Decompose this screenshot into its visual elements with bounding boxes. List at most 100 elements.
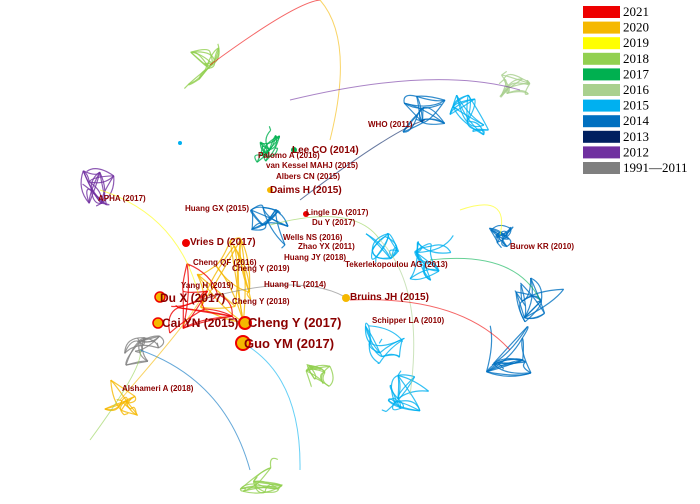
edge: [368, 342, 380, 364]
edge: [229, 237, 242, 242]
node-label: Palomo A (2016): [258, 151, 320, 160]
edge: [88, 171, 101, 204]
edge: [388, 249, 398, 258]
legend-label: 2019: [623, 35, 649, 50]
legend-label: 2016: [623, 82, 650, 97]
edge: [259, 141, 270, 151]
legend-swatch: [583, 162, 620, 174]
edge: [253, 481, 283, 487]
edge: [99, 189, 201, 301]
edge: [116, 399, 123, 402]
edge: [124, 344, 159, 354]
edge: [213, 47, 220, 61]
edge: [526, 79, 531, 84]
edge: [121, 396, 129, 404]
legend-label: 1991—2011: [623, 160, 688, 175]
edge: [365, 233, 392, 259]
edge: [254, 154, 264, 163]
edge: [416, 106, 425, 117]
edge: [328, 366, 334, 387]
edge: [414, 251, 427, 263]
edge: [415, 118, 421, 122]
edge: [466, 121, 485, 128]
edge: [519, 282, 545, 314]
node-label: Huang TL (2014): [264, 280, 326, 289]
edge: [135, 335, 161, 352]
edge: [124, 337, 144, 354]
node: [178, 141, 182, 145]
node-label: Vries D (2017): [190, 237, 256, 248]
edge: [497, 358, 526, 364]
edge: [524, 300, 542, 323]
node-label: Huang JY (2018): [284, 253, 346, 262]
edge: [262, 207, 289, 227]
edge: [99, 171, 106, 204]
edge: [493, 326, 528, 365]
edge: [371, 235, 386, 251]
edge: [251, 224, 267, 231]
edge: [319, 0, 341, 141]
edge: [199, 284, 351, 301]
edge: [397, 370, 402, 376]
edge: [429, 257, 541, 301]
edge: [110, 379, 136, 397]
edge: [209, 0, 321, 66]
edge: [233, 245, 239, 307]
edge: [490, 229, 510, 240]
edge: [387, 398, 401, 409]
node-label: van Kessel MAHJ (2015): [266, 161, 358, 170]
edge: [452, 106, 484, 136]
edge: [522, 361, 532, 374]
edge: [190, 51, 210, 69]
edge: [403, 94, 417, 104]
edge: [486, 362, 499, 373]
edge: [449, 98, 476, 116]
edge: [127, 397, 132, 404]
legend-swatch: [583, 130, 620, 143]
node-label: Tekerlekopoulou AG (2013): [345, 260, 448, 269]
node-label: Du Y (2017): [312, 218, 356, 227]
node: [182, 239, 190, 247]
edges: [80, 0, 565, 494]
edge: [86, 168, 115, 177]
node-label: Bruins JH (2015): [350, 292, 429, 303]
edge: [252, 467, 272, 482]
edge: [371, 233, 389, 251]
edge: [467, 121, 485, 135]
legend-swatch: [583, 84, 620, 96]
edge: [269, 457, 279, 468]
edge: [268, 126, 272, 131]
edge: [466, 121, 489, 131]
edge: [240, 238, 251, 293]
legend-label: 2015: [623, 98, 649, 113]
edge: [496, 228, 512, 237]
node: [154, 291, 166, 303]
edge: [262, 135, 281, 157]
edge: [453, 106, 459, 110]
edge: [425, 261, 430, 266]
edge: [196, 274, 205, 308]
edge: [409, 242, 419, 280]
edge: [251, 222, 263, 230]
edge: [269, 216, 381, 241]
edge: [125, 360, 148, 366]
edge: [381, 409, 387, 413]
edge: [521, 325, 529, 339]
edge: [262, 207, 286, 246]
edge: [139, 349, 251, 471]
legend-swatch: [583, 146, 620, 159]
edge: [386, 232, 398, 251]
edge: [501, 74, 510, 94]
edge: [289, 79, 521, 101]
edge: [126, 402, 132, 410]
edge: [130, 406, 137, 415]
legend-label: 2021: [623, 4, 649, 19]
edge: [493, 326, 528, 364]
edge: [215, 265, 244, 323]
edge: [501, 71, 507, 76]
edge: [371, 250, 393, 259]
edge: [466, 94, 471, 122]
edge: [521, 337, 525, 360]
edge: [397, 375, 401, 399]
edge: [500, 89, 507, 98]
